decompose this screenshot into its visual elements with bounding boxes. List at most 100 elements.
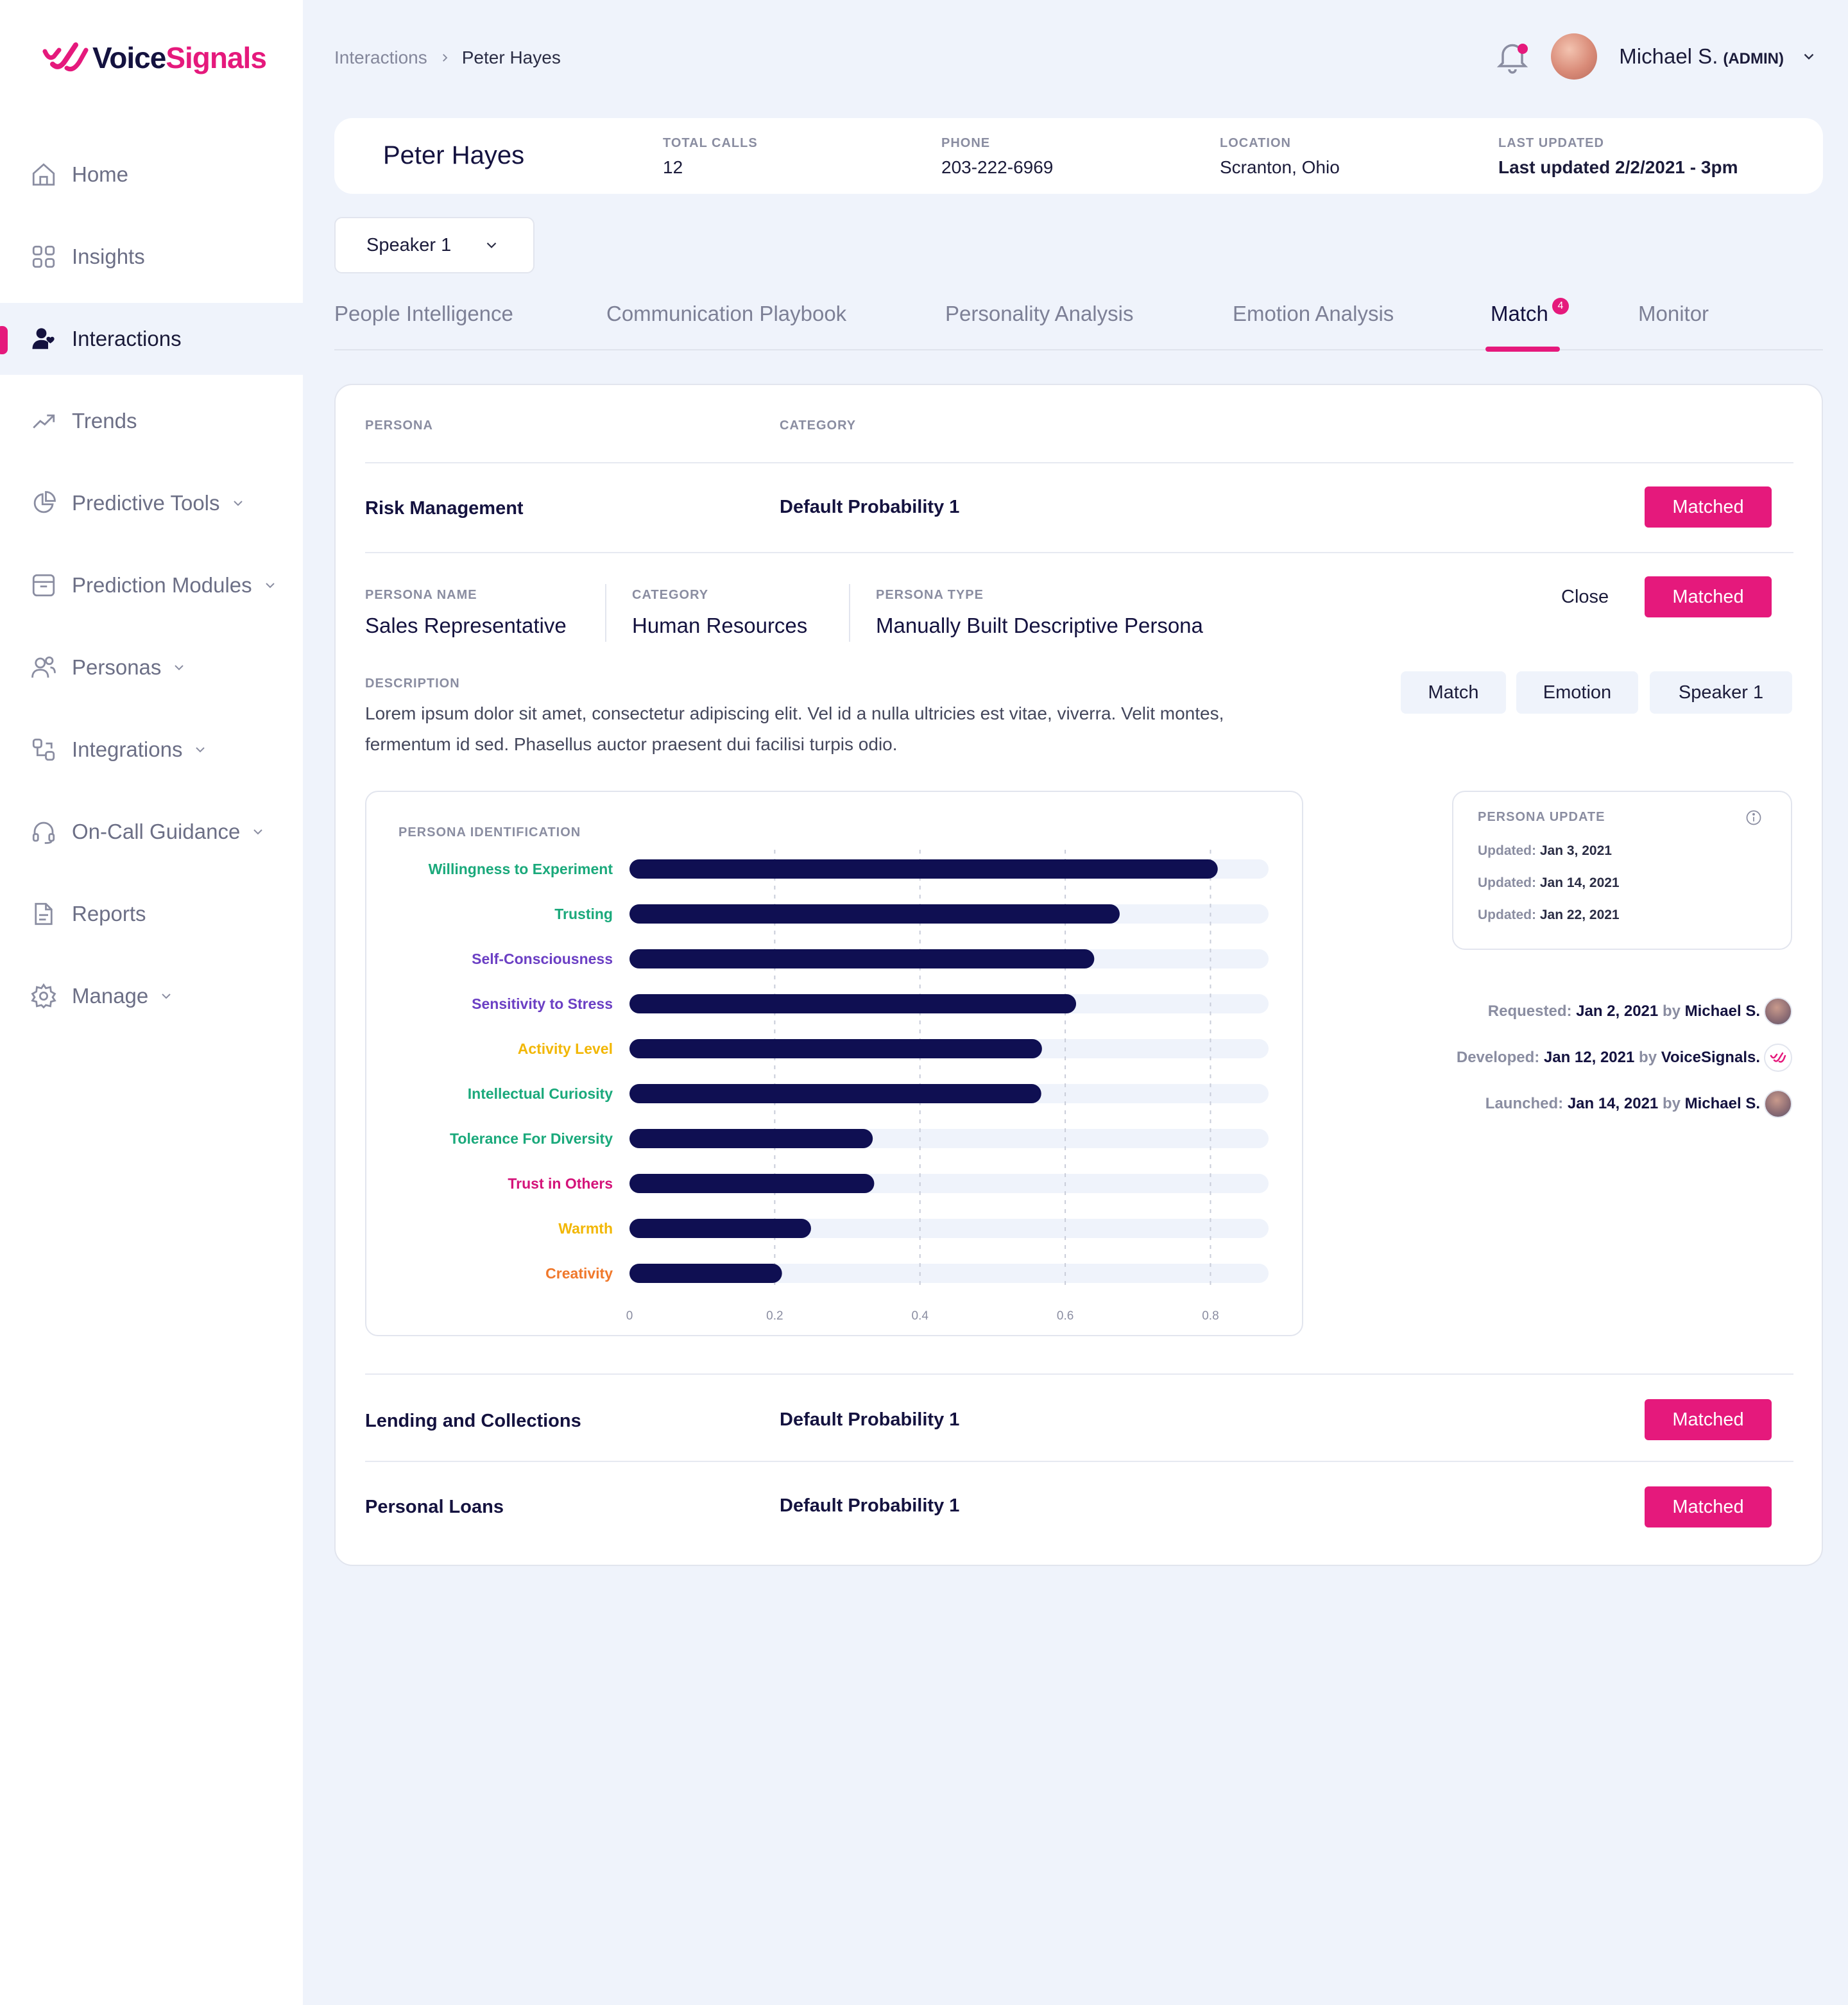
chevron-down-icon (162, 994, 171, 999)
integrations-icon (30, 736, 58, 764)
divider (365, 1373, 1793, 1375)
sidebar-item-personas[interactable]: Personas (0, 632, 303, 703)
sidebar-item-label: Home (72, 162, 129, 186)
chevron-down-icon (486, 242, 497, 248)
gear-icon (30, 982, 58, 1010)
column-header-category: CATEGORY (780, 418, 857, 433)
sidebar-item-on-call-guidance[interactable]: On-Call Guidance (0, 796, 303, 868)
sidebar-item-integrations[interactable]: Integrations (0, 714, 303, 786)
stat-phone: PHONE 203-222-6969 (941, 136, 1053, 178)
filter-chip-speaker[interactable]: Speaker 1 (1650, 671, 1792, 714)
matched-button[interactable]: Matched (1645, 576, 1772, 617)
sidebar-item-trends[interactable]: Trends (0, 385, 303, 457)
tab-match[interactable]: Match 4 (1491, 298, 1569, 326)
stat-value: 203-222-6969 (941, 157, 1054, 177)
sidebar-item-label: Integrations (72, 737, 183, 761)
chevron-down-icon (196, 747, 205, 753)
stat-label: TOTAL CALLS (663, 136, 758, 150)
update-entry: Updated: Jan 3, 2021 (1478, 843, 1612, 858)
tick-label: 0.8 (1202, 1309, 1219, 1323)
profile-name: Peter Hayes (383, 141, 525, 169)
notifications-button[interactable] (1493, 37, 1532, 76)
row-persona[interactable]: Lending and Collections (365, 1411, 581, 1431)
bar (629, 904, 1120, 924)
row-persona[interactable]: Risk Management (365, 498, 524, 519)
sidebar-item-label: Prediction Modules (72, 573, 252, 597)
persona-identification-chart: PERSONA IDENTIFICATION Willingness to Ex… (365, 791, 1303, 1336)
sidebar-item-manage[interactable]: Manage (0, 960, 303, 1032)
chevron-down-icon[interactable] (1801, 48, 1817, 65)
tab-emotion-analysis[interactable]: Emotion Analysis (1233, 302, 1394, 325)
home-icon (30, 160, 58, 189)
tab-label: Match (1491, 302, 1548, 325)
bar (629, 1084, 1041, 1103)
tab-communication-playbook[interactable]: Communication Playbook (606, 302, 847, 325)
sidebar-item-predictive-tools[interactable]: Predictive Tools (0, 467, 303, 539)
stat-total-calls: TOTAL CALLS 12 (663, 136, 758, 178)
sidebar-item-prediction-modules[interactable]: Prediction Modules (0, 549, 303, 621)
sidebar-item-label: Trends (72, 409, 137, 433)
sidebar-item-home[interactable]: Home (0, 139, 303, 211)
bar-label: Warmth (558, 1220, 613, 1237)
tick-label: 0.6 (1057, 1309, 1074, 1323)
matched-button[interactable]: Matched (1645, 1486, 1772, 1527)
avatar (1764, 997, 1792, 1026)
tab-people-intelligence[interactable]: People Intelligence (334, 302, 513, 325)
match-panel: PERSONA CATEGORY Risk Management Default… (334, 384, 1823, 1566)
sidebar-item-reports[interactable]: Reports (0, 878, 303, 950)
timeline-developed: Developed: Jan 12, 2021 by VoiceSignals. (1456, 1049, 1760, 1066)
avatar[interactable] (1551, 33, 1598, 80)
sidebar: VoiceSignals Home Insights Interactions … (0, 0, 303, 2005)
persona-update-title: PERSONA UPDATE (1478, 810, 1605, 824)
archive-icon (30, 571, 58, 599)
persona-type-value: Manually Built Descriptive Persona (876, 614, 1203, 637)
user-menu[interactable]: Michael S. (ADMIN) (1619, 44, 1784, 69)
filter-chip-emotion[interactable]: Emotion (1516, 671, 1638, 714)
filter-chip-match[interactable]: Match (1401, 671, 1506, 714)
info-icon[interactable] (1745, 809, 1763, 827)
update-entry: Updated: Jan 14, 2021 (1478, 875, 1620, 890)
persona-type-label: PERSONA TYPE (876, 588, 984, 602)
divider (365, 552, 1793, 553)
grid-icon (30, 243, 58, 271)
bar (629, 949, 1095, 968)
sidebar-item-label: Predictive Tools (72, 491, 220, 515)
tab-monitor[interactable]: Monitor (1638, 302, 1709, 325)
bar (629, 1039, 1042, 1058)
sidebar-item-insights[interactable]: Insights (0, 221, 303, 293)
bar-chart: Willingness to Experiment Trusting Self-Co… (429, 850, 1269, 1323)
tab-personality-analysis[interactable]: Personality Analysis (945, 302, 1134, 325)
bar (629, 1129, 873, 1148)
bell-icon (1497, 44, 1528, 74)
timeline-launched: Launched: Jan 14, 2021 by Michael S. (1485, 1095, 1760, 1112)
breadcrumb-parent[interactable]: Interactions (334, 47, 427, 67)
matched-button[interactable]: Matched (1645, 1399, 1772, 1440)
user-role: (ADMIN) (1723, 50, 1784, 67)
notification-dot (1518, 44, 1528, 54)
stat-value: Last updated 2/2/2021 - 3pm (1498, 157, 1738, 177)
matched-button[interactable]: Matched (1645, 486, 1772, 528)
row-category: Default Probability 1 (780, 497, 960, 517)
bar (629, 994, 1077, 1013)
user-heart-icon (30, 325, 58, 353)
divider (365, 462, 1793, 463)
bar-label: Trust in Others (508, 1175, 613, 1192)
sidebar-nav: Home Insights Interactions Trends Predic… (0, 139, 303, 1042)
chevron-down-icon (175, 665, 184, 671)
bar-track (629, 1264, 1269, 1283)
bar (629, 859, 1218, 879)
sidebar-item-interactions[interactable]: Interactions (0, 303, 303, 375)
row-persona[interactable]: Personal Loans (365, 1497, 504, 1517)
category-label: CATEGORY (632, 588, 709, 602)
voicesignals-logo[interactable]: VoiceSignals (42, 39, 267, 77)
close-button[interactable]: Close (1561, 587, 1609, 607)
bar-label: Intellectual Curiosity (468, 1085, 613, 1102)
bar-label: Trusting (554, 906, 613, 922)
user-name: Michael S. (1619, 44, 1718, 68)
speaker-select[interactable]: Speaker 1 (334, 217, 535, 273)
bar-label: Creativity (545, 1265, 613, 1282)
tick-label: 0 (626, 1309, 633, 1323)
voicesignals-logo-icon (42, 42, 89, 72)
sidebar-item-label: Interactions (72, 327, 182, 350)
bar-label: Sensitivity to Stress (472, 995, 613, 1012)
